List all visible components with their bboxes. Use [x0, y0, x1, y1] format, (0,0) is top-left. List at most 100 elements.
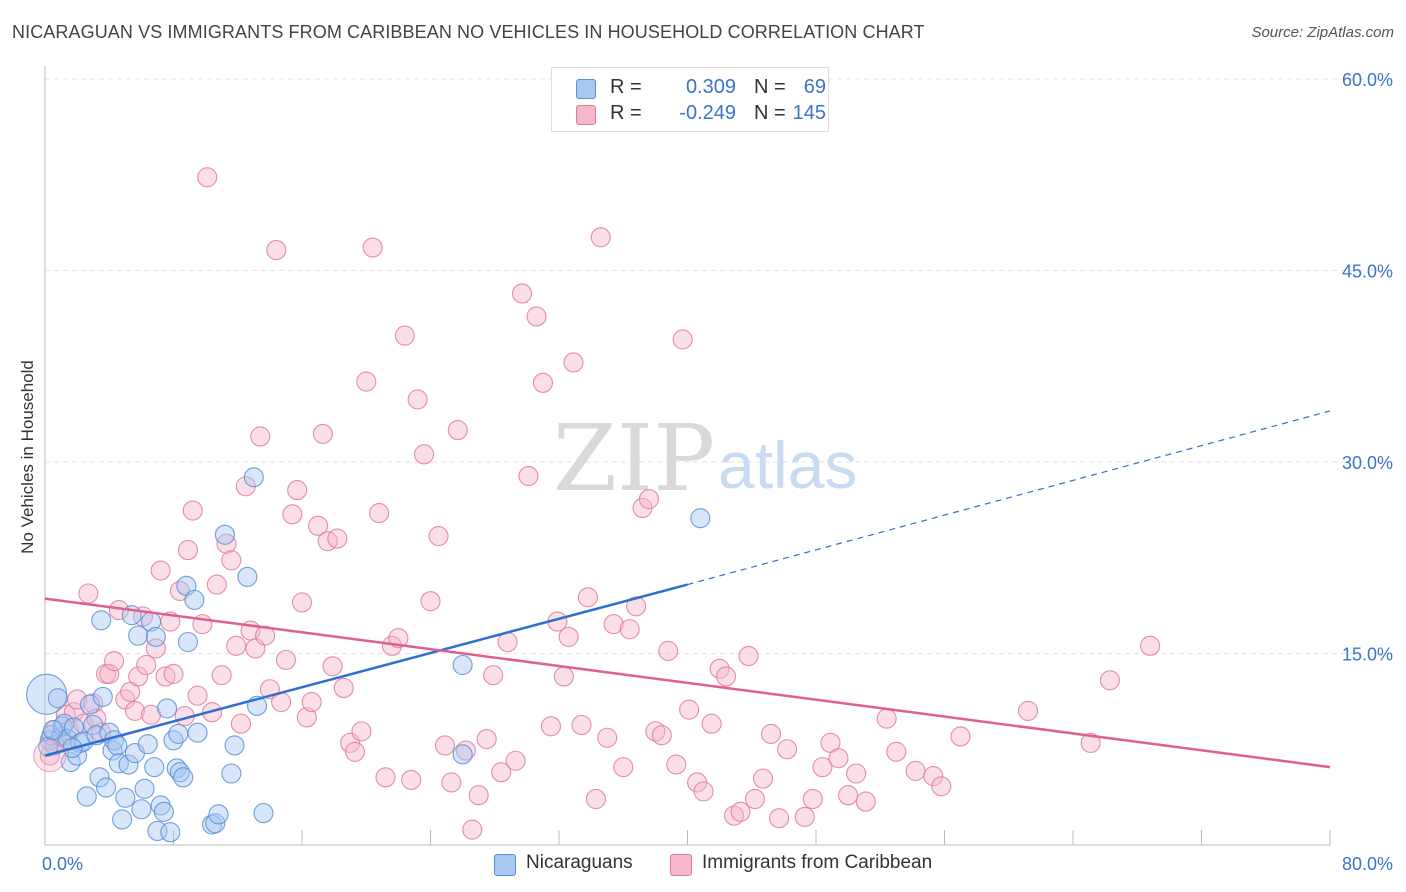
point-caribbean	[724, 805, 745, 826]
point-caribbean	[291, 592, 313, 613]
series-swatch-caribbean	[670, 854, 692, 876]
point-caribbean	[99, 663, 120, 684]
point-caribbean	[221, 550, 242, 571]
point-nicaraguans	[237, 566, 258, 587]
point-caribbean	[540, 716, 562, 737]
point-nicaraguans	[452, 654, 473, 676]
series-label-nicaraguans: Nicaraguans	[526, 852, 633, 873]
legend-r-label: R =	[610, 102, 642, 124]
point-caribbean	[794, 806, 815, 827]
point-nicaraguans	[47, 688, 68, 709]
point-caribbean	[846, 763, 867, 784]
point-caribbean	[563, 352, 584, 373]
point-caribbean	[250, 426, 271, 447]
point-caribbean	[344, 741, 366, 762]
data-points	[26, 167, 1161, 843]
point-nicaraguans	[137, 734, 158, 755]
point-caribbean	[886, 741, 907, 762]
point-caribbean	[777, 739, 798, 760]
point-caribbean	[672, 329, 693, 350]
point-nicaraguans	[115, 787, 136, 808]
point-caribbean	[255, 625, 276, 646]
point-caribbean	[287, 480, 308, 501]
point-caribbean	[407, 389, 428, 410]
point-caribbean	[197, 167, 218, 188]
point-caribbean	[428, 525, 449, 547]
point-nicaraguans	[112, 809, 133, 830]
point-caribbean	[738, 646, 759, 667]
point-caribbean	[124, 700, 145, 722]
point-caribbean	[282, 504, 303, 525]
point-caribbean	[206, 574, 227, 595]
trend-line-caribbean	[44, 597, 1331, 769]
point-caribbean	[590, 227, 611, 248]
trend-lines	[44, 410, 1331, 769]
point-caribbean	[1140, 635, 1161, 656]
point-caribbean	[931, 776, 952, 797]
point-caribbean	[638, 488, 660, 510]
chart-title: NICARAGUAN VS IMMIGRANTS FROM CARIBBEAN …	[12, 22, 925, 42]
y-tick-label: 45.0%	[1342, 262, 1393, 282]
point-nicaraguans	[79, 694, 101, 715]
point-caribbean	[855, 791, 876, 812]
point-nicaraguans	[76, 786, 97, 807]
watermark-atlas: atlas	[718, 428, 857, 502]
point-nicaraguans	[253, 803, 274, 824]
point-caribbean	[356, 371, 377, 392]
point-caribbean	[182, 500, 203, 521]
point-caribbean	[769, 808, 790, 829]
point-nicaraguans	[160, 822, 181, 843]
point-nicaraguans	[243, 467, 264, 488]
point-nicaraguans	[214, 524, 235, 545]
point-caribbean	[950, 726, 971, 747]
point-caribbean	[752, 768, 774, 789]
point-caribbean	[483, 665, 504, 686]
point-caribbean	[923, 766, 944, 787]
point-caribbean	[275, 649, 296, 670]
point-nicaraguans	[187, 722, 208, 743]
legend-n-value: 69	[803, 76, 826, 98]
point-caribbean	[730, 801, 751, 822]
correlation-legend: R = 0.309 N = 69 R = -0.249 N = 145	[551, 67, 829, 132]
point-caribbean	[876, 708, 897, 729]
point-caribbean	[145, 638, 166, 659]
point-caribbean	[476, 728, 497, 750]
point-caribbean	[1099, 670, 1120, 691]
point-caribbean	[812, 757, 833, 778]
legend-n-label: N =	[754, 76, 786, 98]
legend-n-value: 145	[792, 102, 826, 124]
point-nicaraguans	[131, 799, 152, 820]
trend-line-nicaraguans-extension	[687, 410, 1331, 586]
point-nicaraguans	[173, 767, 194, 788]
point-caribbean	[619, 619, 640, 640]
point-caribbean	[362, 237, 383, 258]
point-caribbean	[150, 560, 171, 581]
watermark-zip: ZIP	[553, 405, 715, 512]
point-caribbean	[905, 760, 926, 782]
point-nicaraguans	[147, 820, 168, 842]
point-caribbean	[420, 591, 441, 612]
y-tick-label: 15.0%	[1342, 645, 1393, 665]
x-tick-label: 0.0%	[42, 854, 83, 874]
point-nicaraguans	[177, 631, 199, 653]
point-caribbean	[327, 528, 348, 549]
point-caribbean	[701, 713, 722, 734]
point-caribbean	[491, 762, 512, 783]
point-caribbean	[693, 781, 714, 802]
point-caribbean	[322, 656, 343, 677]
series-label-caribbean: Immigrants from Caribbean	[702, 852, 933, 873]
point-nicaraguans	[184, 589, 205, 610]
point-nicaraguans	[144, 757, 165, 778]
point-caribbean	[744, 788, 766, 810]
tick-labels: 15.0% 30.0% 45.0% 60.0% 0.0% 80.0%	[42, 70, 1393, 874]
point-caribbean	[518, 465, 539, 487]
point-nicaraguans	[224, 735, 245, 756]
point-caribbean	[626, 596, 647, 617]
point-nicaraguans	[118, 754, 139, 775]
point-nicaraguans	[168, 723, 189, 744]
point-caribbean	[333, 677, 354, 699]
point-caribbean	[187, 685, 208, 706]
point-caribbean	[838, 785, 859, 806]
point-caribbean	[651, 725, 672, 746]
